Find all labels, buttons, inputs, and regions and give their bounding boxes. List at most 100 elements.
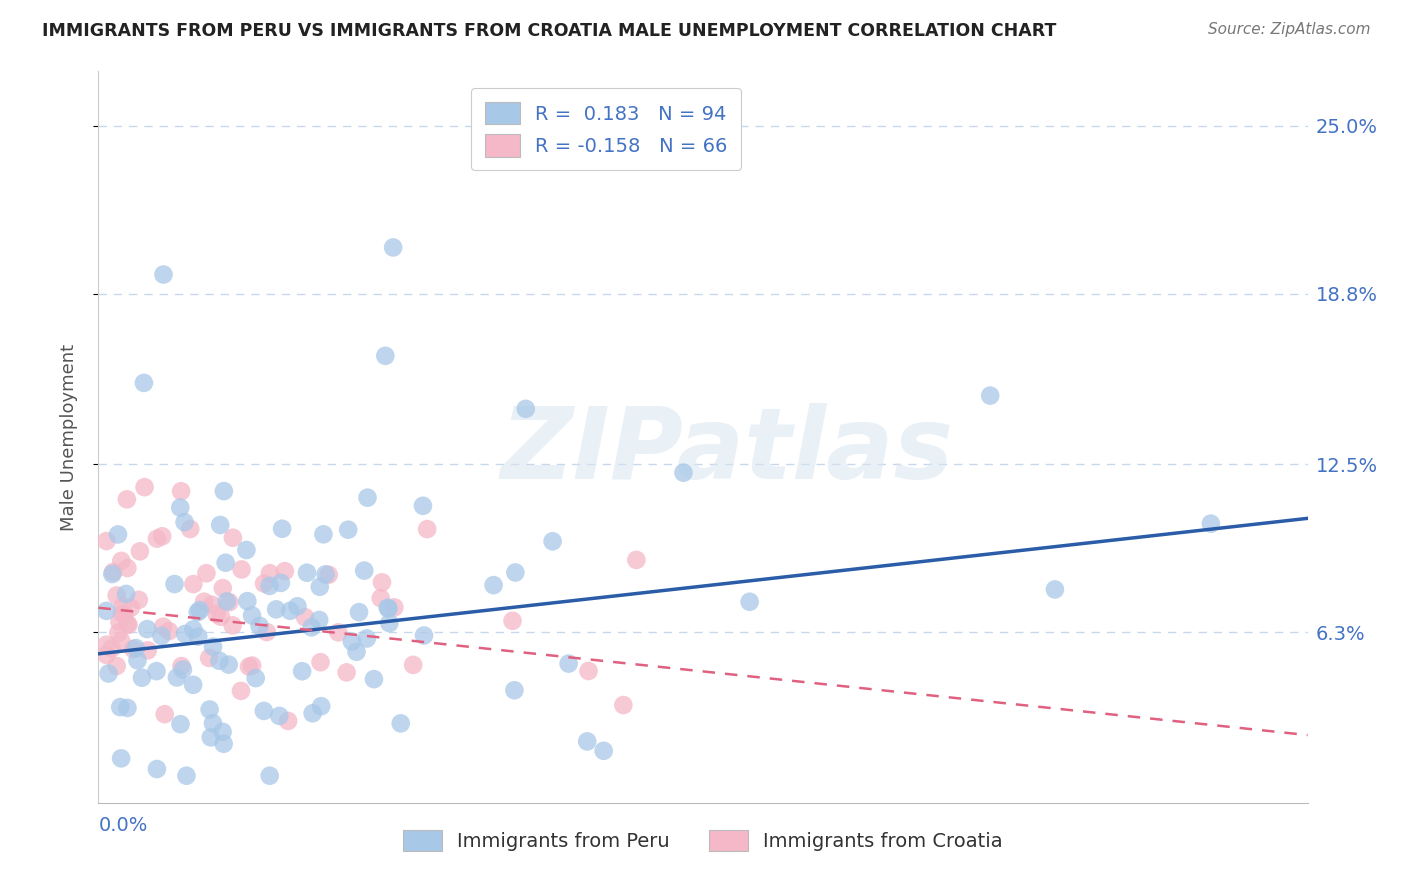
Point [101,567,124,582]
Point [107,527,129,541]
Point [231,562,253,576]
Point [353,564,375,578]
Point [291,665,314,679]
Point [117,561,139,575]
Point [128,592,150,607]
Point [336,665,359,680]
Text: IMMIGRANTS FROM PERU VS IMMIGRANTS FROM CROATIA MALE UNEMPLOYMENT CORRELATION CH: IMMIGRANTS FROM PERU VS IMMIGRANTS FROM … [42,22,1056,40]
Point [122,642,145,657]
Point [117,618,139,632]
Point [356,491,378,505]
Point [215,594,238,608]
Point [301,620,323,634]
Point [1199,516,1222,531]
Point [105,659,128,673]
Point [97,666,120,681]
Point [108,615,131,629]
Point [259,579,281,593]
Point [169,500,191,515]
Point [240,658,263,673]
Point [503,683,526,698]
Point [278,604,301,618]
Point [249,619,271,633]
Point [100,641,122,656]
Point [174,627,197,641]
Text: 0.0%: 0.0% [98,816,148,835]
Point [541,534,564,549]
Point [214,556,236,570]
Point [163,577,186,591]
Point [136,622,159,636]
Point [309,655,332,669]
Point [626,553,648,567]
Point [221,618,243,632]
Point [157,624,180,638]
Point [218,657,240,672]
Point [738,595,761,609]
Point [308,580,330,594]
Point [371,575,394,590]
Point [301,706,323,721]
Point [112,607,135,622]
Point [103,565,125,579]
Point [136,643,159,657]
Point [96,534,118,549]
Point [256,625,278,640]
Point [337,523,360,537]
Point [236,594,259,608]
Text: Source: ZipAtlas.com: Source: ZipAtlas.com [1208,22,1371,37]
Point [169,717,191,731]
Point [502,614,524,628]
Point [212,737,235,751]
Point [105,589,128,603]
Point [188,603,211,617]
Point [201,716,224,731]
Point [195,566,218,581]
Point [212,484,235,499]
Point [382,240,405,254]
Point [222,531,245,545]
Point [110,634,132,648]
Point [253,576,276,591]
Point [145,664,167,678]
Point [245,671,267,685]
Point [592,744,614,758]
Point [209,518,232,533]
Point [150,629,173,643]
Point [557,657,579,671]
Point [515,401,537,416]
Point [115,492,138,507]
Point [96,604,118,618]
Point [259,769,281,783]
Point [382,600,405,615]
Point [170,484,193,499]
Point [672,466,695,480]
Point [413,628,436,642]
Point [505,566,527,580]
Point [96,648,118,662]
Legend: Immigrants from Peru, Immigrants from Croatia: Immigrants from Peru, Immigrants from Cr… [395,822,1011,859]
Point [110,751,132,765]
Point [117,701,139,715]
Point [308,613,330,627]
Point [347,605,370,619]
Point [377,601,399,615]
Point [259,566,281,581]
Point [269,709,291,723]
Point [208,654,231,668]
Point [240,608,263,623]
Point [264,602,287,616]
Point [374,349,396,363]
Point [328,625,350,640]
Point [253,704,276,718]
Point [127,653,149,667]
Point [356,632,378,646]
Point [198,651,221,665]
Point [363,672,385,686]
Point [378,616,401,631]
Point [200,731,222,745]
Text: ZIPatlas: ZIPatlas [501,403,953,500]
Point [152,268,174,282]
Point [181,678,204,692]
Point [111,599,134,614]
